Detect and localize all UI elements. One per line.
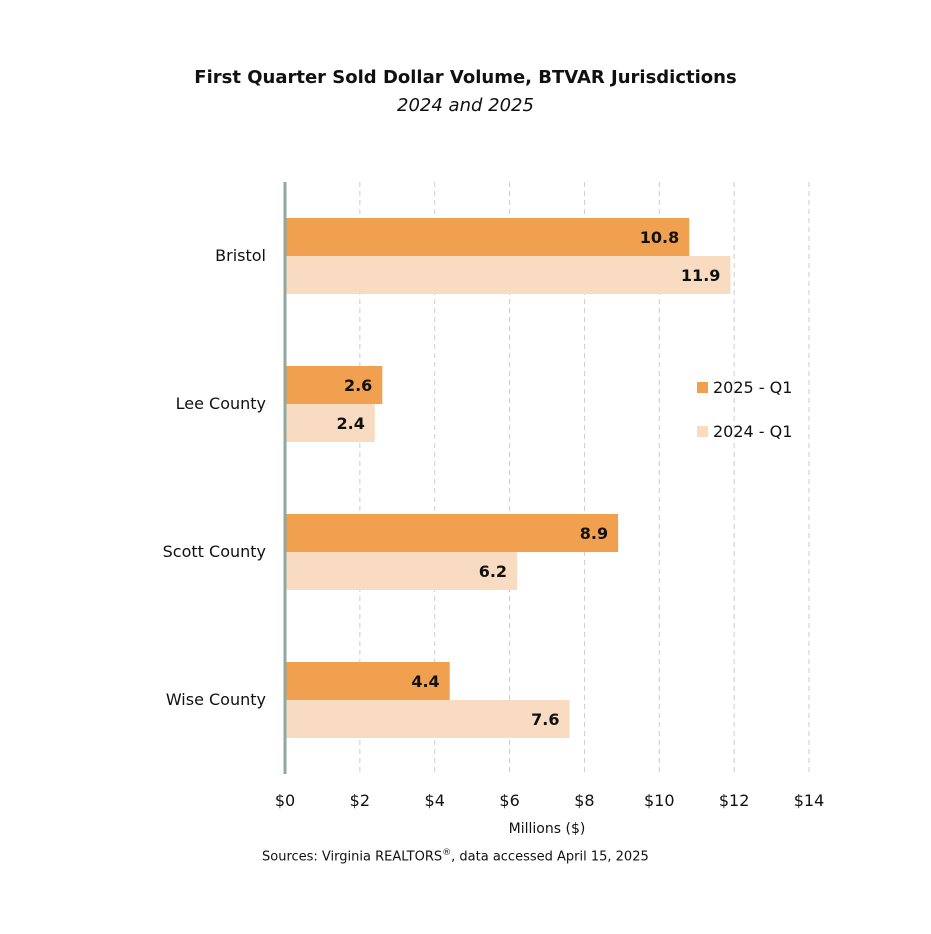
bar	[285, 366, 383, 404]
bar	[285, 662, 450, 700]
category-label: Wise County	[166, 690, 266, 709]
source-note: Sources: Virginia REALTORS®, data access…	[262, 848, 649, 864]
x-tick-label: $6	[499, 791, 519, 810]
x-tick-label: $8	[574, 791, 594, 810]
bar-value-label: 2.6	[344, 376, 372, 395]
x-tick-labels: $0 $2 $4 $6 $8 $10 $12 $14	[275, 791, 824, 810]
x-tick-label: $2	[350, 791, 370, 810]
category-label: Bristol	[215, 246, 266, 265]
bar-value-label: 7.6	[531, 710, 559, 729]
bar-value-label: 4.4	[411, 672, 439, 691]
chart-subtitle: 2024 and 2025	[397, 95, 534, 116]
legend-label: 2025 - Q1	[713, 378, 792, 397]
x-tick-label: $4	[425, 791, 445, 810]
bar	[285, 552, 518, 590]
legend: 2025 - Q1 2024 - Q1	[697, 378, 792, 441]
category-label: Lee County	[176, 394, 266, 413]
bar-value-label: 6.2	[479, 562, 507, 581]
bar	[285, 700, 570, 738]
x-axis-label: Millions ($)	[509, 821, 586, 837]
bar	[285, 256, 731, 294]
legend-label: 2024 - Q1	[713, 422, 792, 441]
bar-value-label: 2.4	[336, 414, 364, 433]
bars: 10.811.9 2.6 2.4 8.9 6.2 4.4 7.6	[285, 218, 731, 738]
bar-value-label: 8.9	[580, 524, 608, 543]
bar	[285, 404, 375, 442]
legend-swatch	[697, 426, 708, 437]
x-tick-label: $0	[275, 791, 295, 810]
x-tick-label: $10	[644, 791, 675, 810]
legend-swatch	[697, 382, 708, 393]
registered-mark: ®	[442, 848, 452, 858]
x-tick-label: $12	[719, 791, 750, 810]
category-labels: Bristol Lee County Scott County Wise County	[163, 246, 266, 709]
chart-title: First Quarter Sold Dollar Volume, BTVAR …	[194, 67, 737, 88]
bar	[285, 514, 619, 552]
bar-value-label: 11.9	[681, 266, 720, 285]
x-tick-label: $14	[794, 791, 825, 810]
source-suffix: , data accessed April 15, 2025	[451, 849, 649, 865]
bar	[285, 218, 690, 256]
source-prefix: Sources: Virginia REALTORS	[262, 849, 443, 865]
bar-value-label: 10.8	[640, 228, 679, 247]
category-label: Scott County	[163, 542, 266, 561]
